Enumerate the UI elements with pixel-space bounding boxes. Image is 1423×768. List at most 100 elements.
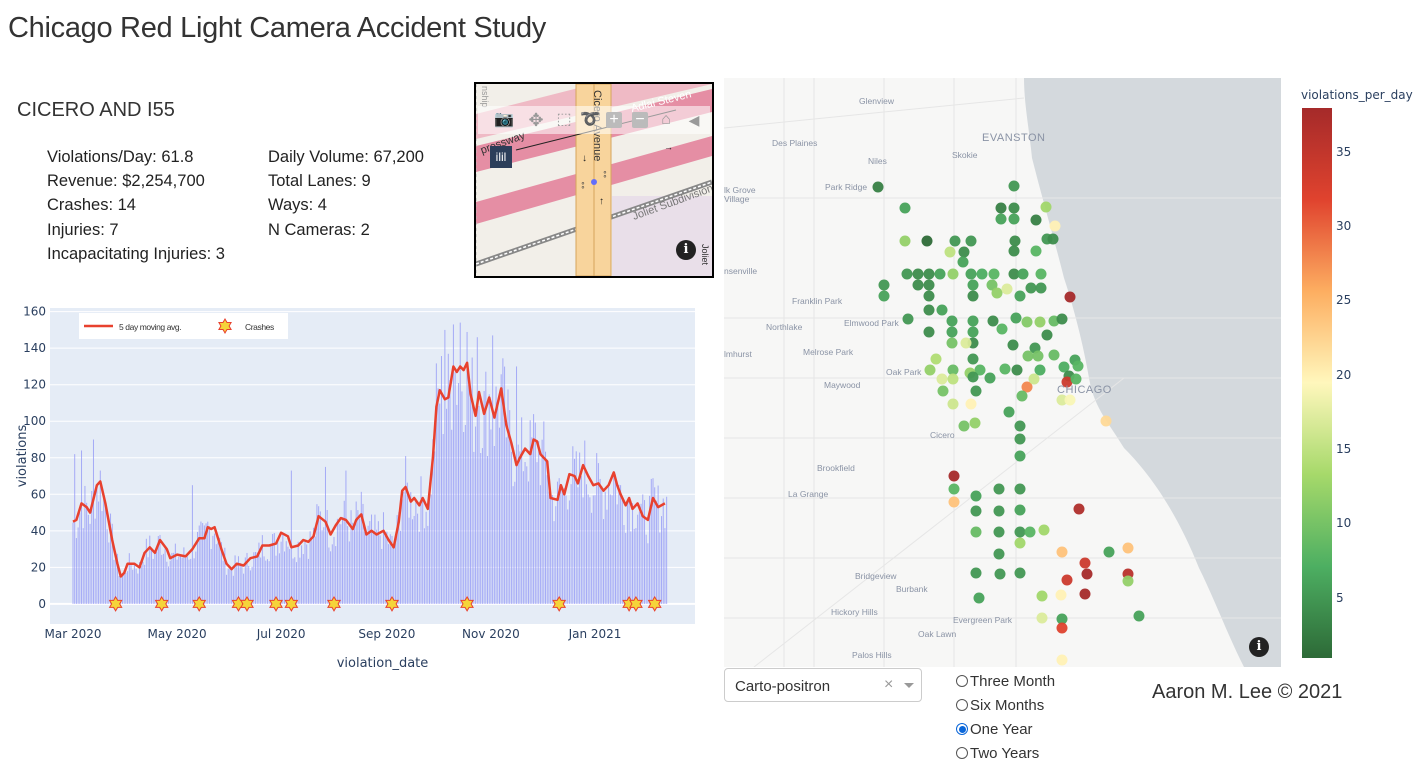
- camera-marker[interactable]: [1056, 394, 1068, 406]
- camera-marker[interactable]: [921, 235, 933, 247]
- radio-two-years[interactable]: Two Years: [956, 741, 1055, 765]
- camera-marker[interactable]: [1014, 526, 1026, 538]
- camera-marker[interactable]: [1048, 349, 1060, 361]
- camera-marker[interactable]: [1003, 406, 1015, 418]
- camera-marker[interactable]: [1014, 450, 1026, 462]
- camera-marker[interactable]: [970, 490, 982, 502]
- camera-marker[interactable]: [970, 567, 982, 579]
- camera-marker[interactable]: [965, 268, 977, 280]
- camera-marker[interactable]: [912, 268, 924, 280]
- camera-marker[interactable]: [967, 371, 979, 383]
- camera-marker[interactable]: [991, 287, 1003, 299]
- intersection-minimap[interactable]: ↓ ↑ → ⚬⚬ ⚬⚬ Adlai Steven Cicero Avenue p…: [474, 82, 714, 278]
- camera-marker[interactable]: [970, 505, 982, 517]
- camera-marker[interactable]: [946, 315, 958, 327]
- camera-marker[interactable]: [1103, 546, 1115, 558]
- camera-marker[interactable]: [1061, 574, 1073, 586]
- chevron-down-icon[interactable]: [904, 683, 914, 688]
- camera-marker[interactable]: [937, 385, 949, 397]
- camera-marker[interactable]: [902, 313, 914, 325]
- camera-marker[interactable]: [995, 213, 1007, 225]
- camera-marker[interactable]: [973, 592, 985, 604]
- camera-marker[interactable]: [1028, 373, 1040, 385]
- camera-marker[interactable]: [934, 268, 946, 280]
- camera-marker[interactable]: [995, 202, 1007, 214]
- camera-marker[interactable]: [1056, 546, 1068, 558]
- camera-marker[interactable]: [923, 268, 935, 280]
- camera-marker[interactable]: [1014, 483, 1026, 495]
- camera-marker[interactable]: [993, 505, 1005, 517]
- camera-marker[interactable]: [947, 398, 959, 410]
- camera-marker[interactable]: [999, 363, 1011, 375]
- camera-marker[interactable]: [923, 326, 935, 338]
- camera-marker[interactable]: [948, 470, 960, 482]
- camera-marker[interactable]: [1022, 350, 1034, 362]
- camera-marker[interactable]: [1008, 180, 1020, 192]
- camera-marker[interactable]: [948, 496, 960, 508]
- camera-marker[interactable]: [1038, 524, 1050, 536]
- camera-marker[interactable]: [1041, 329, 1053, 341]
- camera-marker[interactable]: [1055, 589, 1067, 601]
- camera-marker[interactable]: [1008, 268, 1020, 280]
- camera-marker[interactable]: [947, 364, 959, 376]
- camera-marker[interactable]: [986, 279, 998, 291]
- camera-marker[interactable]: [1034, 316, 1046, 328]
- box-select-icon[interactable]: ⬚: [556, 111, 572, 128]
- camera-marker[interactable]: [974, 364, 986, 376]
- radio-button[interactable]: [956, 699, 968, 711]
- camera-marker[interactable]: [970, 526, 982, 538]
- camera-marker[interactable]: [923, 279, 935, 291]
- camera-marker[interactable]: [957, 256, 969, 268]
- zoom-in-icon[interactable]: +: [606, 112, 622, 128]
- home-icon[interactable]: ⌂: [661, 111, 671, 128]
- camera-marker[interactable]: [946, 337, 958, 349]
- camera-marker[interactable]: [1011, 364, 1023, 376]
- camera-marker[interactable]: [967, 315, 979, 327]
- camera-marker[interactable]: [1040, 201, 1052, 213]
- map-info-icon[interactable]: i: [1249, 637, 1269, 657]
- camera-marker[interactable]: [967, 290, 979, 302]
- camera-marker[interactable]: [1079, 557, 1091, 569]
- plotly-logo-icon[interactable]: ilil: [490, 146, 512, 168]
- camera-marker[interactable]: [1030, 214, 1042, 226]
- camera-marker[interactable]: [1122, 542, 1134, 554]
- zoom-out-icon[interactable]: −: [632, 112, 648, 128]
- camera-marker[interactable]: [1100, 415, 1112, 427]
- camera-marker[interactable]: [1024, 526, 1036, 538]
- camera-marker[interactable]: [947, 373, 959, 385]
- camera-marker[interactable]: [1021, 316, 1033, 328]
- camera-marker[interactable]: [1014, 567, 1026, 579]
- radio-three-month[interactable]: Three Month: [956, 669, 1055, 693]
- camera-marker[interactable]: [923, 304, 935, 316]
- camera-marker[interactable]: [1014, 290, 1026, 302]
- camera-marker[interactable]: [1081, 568, 1093, 580]
- camera-marker[interactable]: [1010, 312, 1022, 324]
- camera-marker[interactable]: [899, 235, 911, 247]
- camera-map[interactable]: Glenview EVANSTON Des Plaines Skokie Nil…: [724, 78, 1281, 667]
- camera-marker[interactable]: [1009, 235, 1021, 247]
- camera-marker[interactable]: [1008, 245, 1020, 257]
- camera-marker[interactable]: [987, 315, 999, 327]
- camera-marker[interactable]: [1014, 420, 1026, 432]
- radio-six-months[interactable]: Six Months: [956, 693, 1055, 717]
- camera-marker[interactable]: [1122, 575, 1134, 587]
- camera-marker[interactable]: [1036, 612, 1048, 624]
- camera-marker[interactable]: [1079, 588, 1091, 600]
- camera-marker[interactable]: [976, 268, 988, 280]
- info-icon[interactable]: i: [676, 240, 696, 260]
- camera-marker[interactable]: [1032, 350, 1044, 362]
- camera-marker[interactable]: [1056, 654, 1068, 666]
- pan-icon[interactable]: ✥: [528, 110, 544, 130]
- camera-marker[interactable]: [1073, 503, 1085, 515]
- camera-marker[interactable]: [967, 279, 979, 291]
- camera-marker[interactable]: [936, 373, 948, 385]
- camera-marker[interactable]: [994, 568, 1006, 580]
- camera-marker[interactable]: [1036, 590, 1048, 602]
- clear-icon[interactable]: ×: [884, 676, 894, 693]
- camera-marker[interactable]: [1035, 268, 1047, 280]
- camera-marker[interactable]: [936, 304, 948, 316]
- camera-marker[interactable]: [872, 181, 884, 193]
- map-style-select[interactable]: Carto-positron ×: [724, 668, 922, 702]
- camera-marker[interactable]: [923, 290, 935, 302]
- camera-marker[interactable]: [993, 526, 1005, 538]
